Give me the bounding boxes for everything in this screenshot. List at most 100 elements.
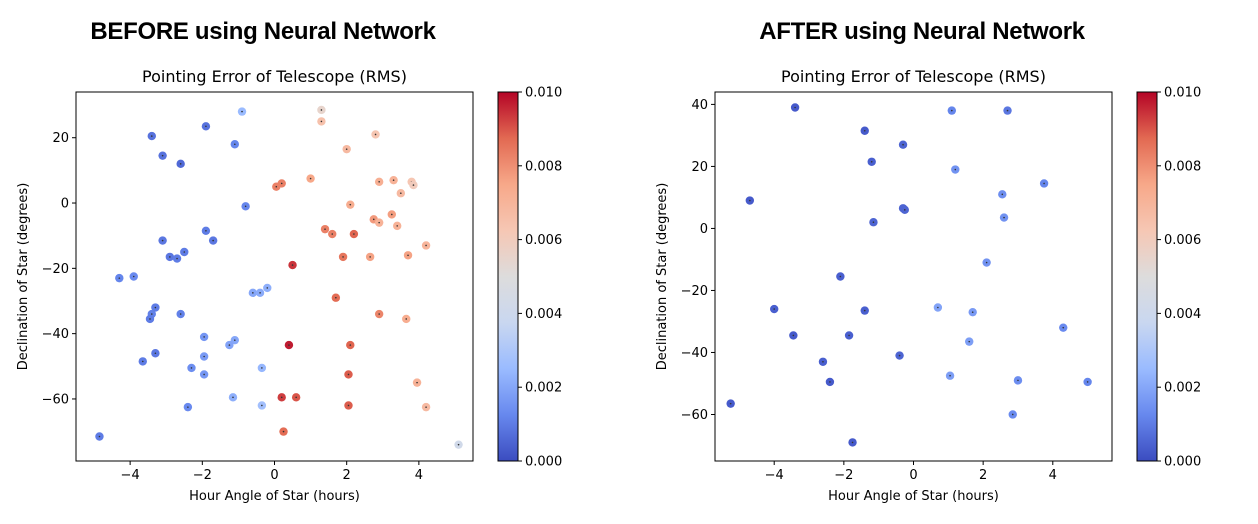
colorbar-tick-label: 0.008 xyxy=(1164,159,1201,174)
scatter-chart-before: Pointing Error of Telescope (RMS) −4 −2 0 2… xyxy=(16,67,562,504)
scatter-point-center xyxy=(1001,193,1004,196)
x-axis-label-before: Hour Angle of Star (hours) xyxy=(189,489,360,504)
colorbar-tick-label: 0.000 xyxy=(525,455,562,470)
colorbar-tick-label: 0.004 xyxy=(525,307,562,322)
scatter-point-center xyxy=(205,125,207,128)
scatter-point-center xyxy=(1043,182,1045,185)
scatter-point-center xyxy=(870,160,873,163)
scatter-point-center xyxy=(378,221,380,224)
y-axis-label-before: Declination of Star (degrees) xyxy=(16,183,31,371)
y-tick-label: −20 xyxy=(42,262,69,277)
scatter-point-center xyxy=(132,275,135,278)
scatter-point-center xyxy=(232,396,234,399)
scatter-point-center xyxy=(288,344,290,346)
x-tick-label: −2 xyxy=(193,468,212,483)
scatter-point-center xyxy=(396,225,399,227)
y-tick-label: 20 xyxy=(52,131,69,146)
scatter-point-center xyxy=(898,354,901,357)
colorbar-before xyxy=(497,91,519,462)
scatter-point-center xyxy=(949,374,951,377)
y-tick-label: −40 xyxy=(42,327,69,342)
before-heading: BEFORE using Neural Network xyxy=(90,18,436,45)
scatter-point-center xyxy=(425,244,427,247)
scatter-point-center xyxy=(954,168,957,171)
y-tick-label: 0 xyxy=(61,197,69,212)
scatter-point-center xyxy=(161,239,164,242)
scatter-point-center xyxy=(1003,216,1005,219)
scatter-point-center xyxy=(261,404,263,407)
scatter-point-center xyxy=(324,228,326,230)
scatter-points-after xyxy=(726,103,1092,447)
scatter-point-center xyxy=(331,233,334,235)
scatter-point-center xyxy=(729,402,732,405)
scatter-point-center xyxy=(985,261,988,264)
colorbar-tick-label: 0.002 xyxy=(1164,381,1201,396)
x-axis-label-after: Hour Angle of Star (hours) xyxy=(828,489,999,504)
scatter-point-center xyxy=(228,344,231,346)
scatter-point-center xyxy=(295,396,297,399)
y-axis-label-after: Declination of Star (degrees) xyxy=(655,183,670,371)
scatter-point-center xyxy=(154,352,157,355)
scatter-point-center xyxy=(118,277,121,279)
scatter-point-center xyxy=(1017,379,1019,382)
colorbar-ticks-after: 0.000 0.002 0.004 0.006 0.008 0.010 xyxy=(1157,86,1201,470)
scatter-chart-after: Pointing Error of Telescope (RMS) −4 −2 0 2… xyxy=(655,67,1201,504)
x-tick-label: −4 xyxy=(121,468,140,483)
scatter-point-center xyxy=(320,109,323,111)
scatter-point-center xyxy=(141,360,144,363)
scatter-point-center xyxy=(794,106,796,109)
x-tick-label: 0 xyxy=(909,468,917,483)
scatter-point-center xyxy=(407,254,409,257)
scatter-point-center xyxy=(378,181,380,183)
scatter-point-center xyxy=(176,257,178,260)
scatter-point-center xyxy=(203,355,205,358)
scatter-point-center xyxy=(154,306,157,309)
y-tick-label: −60 xyxy=(681,408,708,423)
scatter-point-center xyxy=(187,406,189,408)
scatter-point-center xyxy=(212,239,214,242)
y-tick-label: 20 xyxy=(691,160,708,175)
scatter-point-center xyxy=(392,179,395,181)
scatter-point-center xyxy=(839,275,842,278)
y-tick-label: 40 xyxy=(691,98,708,113)
scatter-point-center xyxy=(848,334,850,337)
scatter-point-center xyxy=(275,185,278,188)
scatter-point-center xyxy=(749,199,751,202)
scatter-point-center xyxy=(280,396,283,399)
scatter-point-center xyxy=(903,209,906,211)
y-tick-label: −40 xyxy=(681,346,708,361)
scatter-point-center xyxy=(971,311,974,313)
y-tick-label: −60 xyxy=(42,392,69,407)
scatter-point-center xyxy=(425,406,427,408)
scatter-point-center xyxy=(205,229,207,232)
scatter-point-center xyxy=(773,308,776,310)
scatter-point-center xyxy=(405,318,408,320)
scatter-points-before xyxy=(95,105,463,449)
y-tick-label: 0 xyxy=(700,222,708,237)
scatter-point-center xyxy=(851,441,854,444)
scatter-point-center xyxy=(150,313,153,315)
x-tick-label: 2 xyxy=(979,468,987,483)
scatter-point-center xyxy=(349,344,352,346)
scatter-point-center xyxy=(280,182,283,185)
scatter-point-center xyxy=(937,306,939,309)
scatter-point-center xyxy=(234,339,236,341)
colorbar-tick-label: 0.010 xyxy=(1164,86,1201,101)
plot-area-after xyxy=(714,91,1113,462)
scatter-point-center xyxy=(457,443,460,446)
x-tick-label: 2 xyxy=(343,468,351,483)
scatter-point-center xyxy=(902,143,904,146)
scatter-point-center xyxy=(416,381,418,384)
scatter-point-center xyxy=(203,373,205,376)
scatter-point-center xyxy=(347,373,350,376)
scatter-point-center xyxy=(320,120,323,123)
scatter-point-center xyxy=(863,309,866,312)
chart-title-after: Pointing Error of Telescope (RMS) xyxy=(781,67,1046,86)
colorbar-tick-label: 0.008 xyxy=(525,159,562,174)
scatter-point-center xyxy=(234,143,236,146)
scatter-point-center xyxy=(378,313,380,315)
scatter-point-center xyxy=(829,381,831,383)
scatter-point-center xyxy=(390,213,393,216)
scatter-point-center xyxy=(252,292,254,294)
